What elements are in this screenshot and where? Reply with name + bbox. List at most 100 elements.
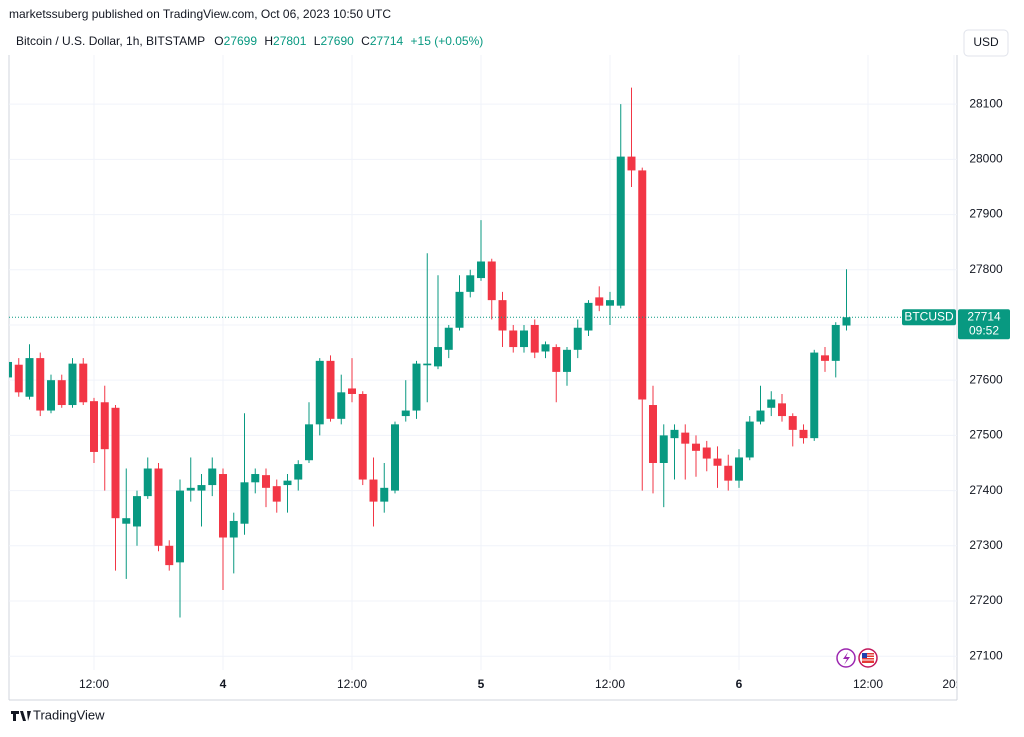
symbol-tag <box>902 309 956 326</box>
candle-body <box>272 486 281 502</box>
x-tick-label: 4 <box>220 677 227 691</box>
candle-body <box>423 363 432 366</box>
candle-body <box>337 392 346 419</box>
candle-body <box>520 330 528 348</box>
candle-body <box>466 275 475 292</box>
o-value: 27699 <box>224 34 258 48</box>
candle-body <box>401 410 410 417</box>
candle-body <box>509 330 518 348</box>
candle-body <box>498 300 507 331</box>
candle-body <box>315 360 324 425</box>
y-tick-label: 27500 <box>969 428 1003 442</box>
x-tick-label: 12:00 <box>853 677 883 691</box>
change: +15 (+0.05%) <box>411 34 484 48</box>
candle-body <box>530 324 539 353</box>
candle-body <box>251 474 260 483</box>
y-tick-label: 27900 <box>969 207 1003 221</box>
price-tag <box>958 309 1010 340</box>
candle-body <box>111 407 120 519</box>
x-tick-label: 5 <box>478 677 485 691</box>
y-tick-label: 27300 <box>969 538 1003 552</box>
candle-body <box>358 393 367 480</box>
y-tick-label: 28100 <box>969 96 1003 110</box>
candle-body <box>143 468 152 497</box>
candle-body <box>283 480 292 486</box>
candle-body <box>434 347 442 367</box>
candle-body <box>229 520 238 538</box>
x-axis: 12:00 4 12:00 5 12:00 6 12:00 20:0 <box>79 677 966 691</box>
candle-body <box>692 443 700 451</box>
h-label: H <box>264 34 273 48</box>
candle-body <box>348 388 356 394</box>
x-tick-label: 12:00 <box>79 677 109 691</box>
candle-body <box>659 435 668 463</box>
candle-body <box>391 424 399 491</box>
candle-body <box>133 496 141 527</box>
candles <box>9 87 957 618</box>
candle-body <box>444 327 453 350</box>
l-value: 27690 <box>320 34 354 48</box>
candle-body <box>810 352 819 439</box>
candle-body <box>197 485 206 491</box>
candle-body <box>122 518 131 524</box>
candle-body <box>778 403 786 417</box>
candle-body <box>326 360 335 419</box>
candle-body <box>165 545 174 566</box>
symbol-tag-label: BTCUSD <box>904 309 954 323</box>
candle-body <box>756 410 765 422</box>
candle-body <box>455 291 464 328</box>
candle-body <box>9 361 12 378</box>
candle-body <box>831 324 840 361</box>
symbol: Bitcoin / U.S. Dollar, 1h, BITSTAMP <box>16 34 205 48</box>
flag-canton <box>862 653 867 658</box>
candle-body <box>14 364 23 393</box>
candle-body <box>305 424 313 461</box>
countdown-label: 09:52 <box>969 323 999 337</box>
candle-body <box>47 380 55 411</box>
currency-label: USD <box>973 35 999 49</box>
candle-body <box>57 380 66 406</box>
h-value: 27801 <box>273 34 307 48</box>
brand-logo <box>11 711 31 721</box>
candle-body <box>262 475 270 488</box>
candle-body <box>294 464 303 480</box>
candle-body <box>670 429 679 439</box>
y-axis: 2710027200273002740027500276002770027800… <box>969 96 1003 662</box>
y-tick-label: 27800 <box>969 262 1003 276</box>
candle-body <box>702 447 711 459</box>
candle-body <box>649 405 657 463</box>
candle-body <box>724 465 733 481</box>
candle-body <box>208 468 217 486</box>
candle-body <box>745 421 754 458</box>
x-tick-label: 20:0 <box>942 677 966 691</box>
candle-body <box>842 317 851 326</box>
candle-body <box>90 401 98 452</box>
c-label: C <box>361 34 370 48</box>
y-tick-label: 27400 <box>969 483 1003 497</box>
x-tick-label: 12:00 <box>337 677 367 691</box>
candle-body <box>713 458 722 466</box>
o-label: O <box>214 34 223 48</box>
candle-body <box>767 399 776 408</box>
candle-body <box>176 490 184 563</box>
y-tick-label: 27200 <box>969 593 1003 607</box>
candle-body <box>595 297 604 306</box>
candle-body <box>487 261 496 301</box>
candle-body <box>412 363 421 411</box>
candle-body <box>36 358 45 411</box>
candle-body <box>68 363 77 406</box>
candle-body <box>606 300 614 306</box>
candle-body <box>240 482 249 524</box>
candle-body <box>477 261 485 279</box>
candle-body <box>788 416 797 430</box>
currency-button[interactable] <box>963 29 1009 57</box>
lightning-icon <box>843 652 850 665</box>
candle-body <box>627 156 636 171</box>
candle-body <box>369 479 378 502</box>
candle-body <box>552 347 561 372</box>
candle-body <box>219 474 227 538</box>
candle-body <box>541 344 550 352</box>
y-tick-label: 27600 <box>969 372 1003 386</box>
x-tick-label: 6 <box>736 677 743 691</box>
